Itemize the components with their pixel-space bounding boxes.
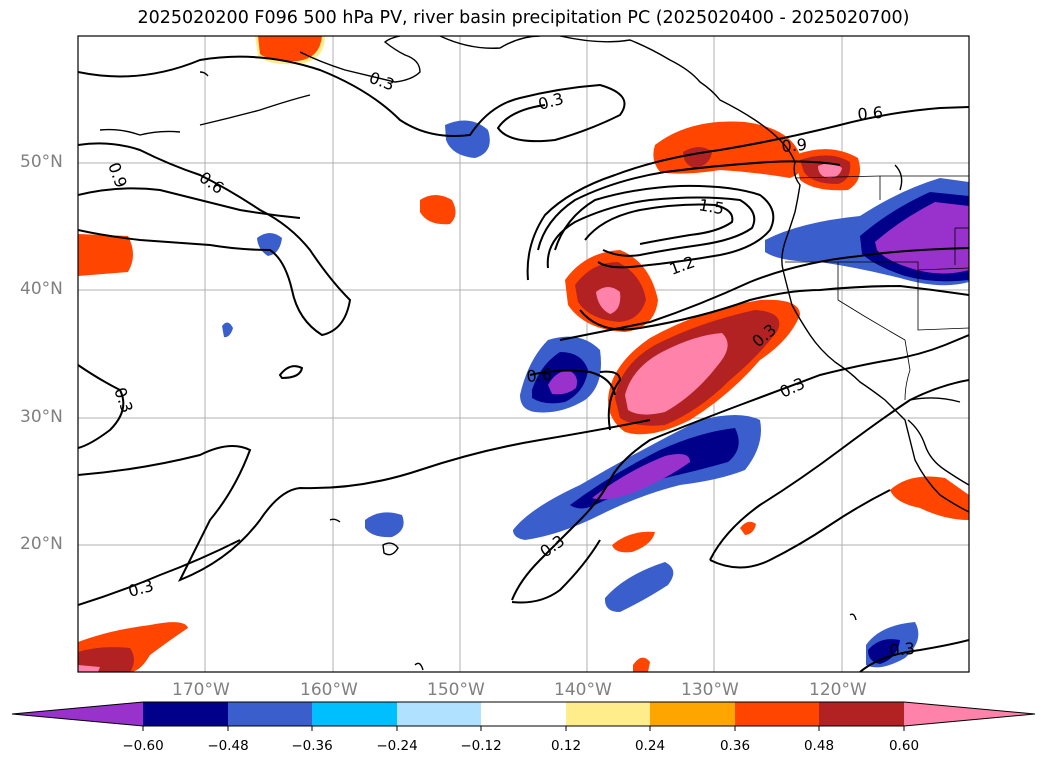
- colorbar-swatch: [650, 702, 735, 726]
- colorbar-swatch: [228, 702, 312, 726]
- precip-positive-patch: [420, 195, 456, 225]
- precip-negative-patch: [548, 370, 577, 395]
- colorbar-tick-label: −0.60: [122, 738, 163, 754]
- lat-label-20n: 20°N: [20, 534, 63, 554]
- colorbar-extend-left: [12, 702, 143, 726]
- lat-label-30n: 30°N: [20, 407, 63, 427]
- lon-label-130w: 130°W: [681, 680, 739, 700]
- lat-label-40n: 40°N: [20, 279, 63, 299]
- precip-negative-patch: [257, 233, 282, 256]
- colorbar-swatch: [397, 702, 481, 726]
- contour-label: 0.6: [526, 365, 553, 386]
- colorbar-tick-label: 0.48: [804, 738, 834, 754]
- colorbar-swatch: [566, 702, 650, 726]
- precip-positive-patch: [78, 647, 134, 672]
- colorbar-swatch: [481, 702, 566, 726]
- contour-label: 0.3: [110, 385, 137, 415]
- lon-label-120w: 120°W: [809, 680, 867, 700]
- colorbar-tick-label: −0.36: [291, 738, 332, 754]
- precip-negative-patch: [592, 454, 690, 500]
- colorbar-tick-label: −0.12: [460, 738, 501, 754]
- colorbar-swatch: [819, 702, 904, 726]
- lon-label-170w: 170°W: [172, 680, 230, 700]
- contour-label: 1.5: [697, 195, 725, 218]
- lon-label-160w: 160°W: [300, 680, 358, 700]
- colorbar-tick-label: 0.24: [635, 738, 665, 754]
- precip-positive-patch: [78, 234, 133, 276]
- precip-positive-patch: [633, 657, 650, 672]
- state-borders: [785, 175, 969, 401]
- precip-negative-patch: [222, 322, 233, 338]
- coastlines: [99, 36, 969, 671]
- contour-label: 0.3: [889, 639, 916, 660]
- contour-label: 0.3: [367, 68, 397, 95]
- colorbar-tick-label: −0.24: [376, 738, 417, 754]
- contour-label: 0.9: [104, 160, 131, 190]
- precip-shading: [78, 36, 969, 672]
- precip-positive-patch: [78, 665, 100, 672]
- colorbar-swatch: [143, 702, 228, 726]
- colorbar-tick-label: 0.12: [551, 738, 581, 754]
- contour-label: 0.3: [126, 576, 156, 601]
- colorbar-tick-label: 0.60: [889, 738, 919, 754]
- contour-label: 0.6: [857, 103, 884, 124]
- precip-positive-patch: [625, 333, 728, 415]
- precip-negative-patch: [445, 120, 490, 158]
- precip-negative-patch: [604, 562, 674, 612]
- colorbar-swatch: [312, 702, 397, 726]
- gridlines: [78, 36, 969, 672]
- map-frame: [77, 35, 970, 673]
- colorbar-tick-label: 0.36: [720, 738, 750, 754]
- precip-positive-patch: [612, 531, 655, 553]
- contour-label: 0.9: [781, 135, 808, 156]
- precip-negative-patch: [365, 512, 404, 538]
- lon-label-150w: 150°W: [427, 680, 485, 700]
- precip-positive-patch: [890, 476, 969, 520]
- lon-label-140w: 140°W: [554, 680, 612, 700]
- plot-title: 2025020200 F096 500 hPa PV, river basin …: [137, 8, 910, 28]
- precip-positive-patch: [596, 287, 621, 314]
- contour-label: 0.6: [196, 168, 228, 198]
- precip-positive-patch: [740, 521, 756, 535]
- precip-negative-patch: [875, 202, 969, 274]
- precip-negative-patch: [868, 639, 900, 664]
- colorbar-extend-right: [904, 702, 1035, 726]
- precip-positive-patch: [818, 163, 842, 178]
- pv-contours: [78, 55, 969, 672]
- contour-label: 1.2: [667, 252, 697, 279]
- colorbar-swatch: [735, 702, 819, 726]
- colorbar: −0.60 −0.48 −0.36 −0.24 −0.12 0.12 0.24 …: [11, 701, 1036, 754]
- colorbar-tick-label: −0.48: [207, 738, 248, 754]
- lat-label-50n: 50°N: [20, 152, 63, 172]
- contour-label: 0.3: [777, 374, 808, 402]
